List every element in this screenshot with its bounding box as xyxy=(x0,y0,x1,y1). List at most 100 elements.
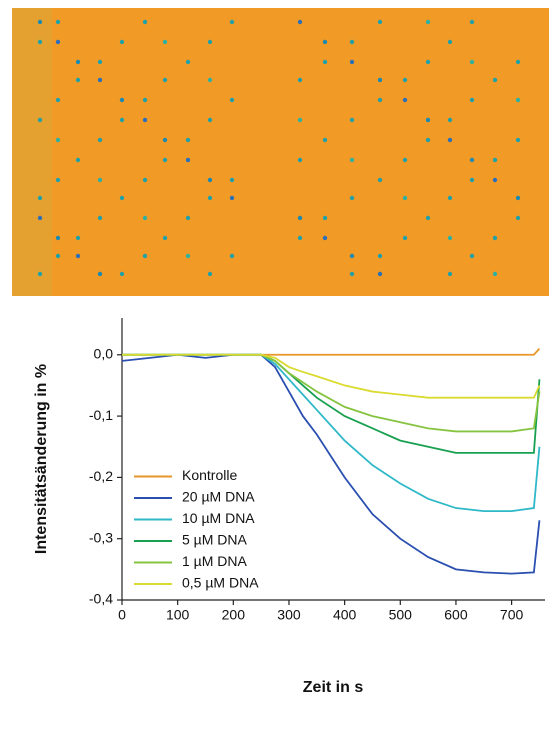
array-spot xyxy=(349,195,355,201)
array-spot xyxy=(142,117,148,123)
array-spot xyxy=(447,235,453,241)
array-spot xyxy=(55,253,61,259)
array-spot xyxy=(377,97,383,103)
array-spot xyxy=(447,39,453,45)
array-spot xyxy=(377,271,383,277)
array-spot xyxy=(207,195,213,201)
array-spot xyxy=(37,117,43,123)
array-spot xyxy=(469,59,475,65)
microarray-image xyxy=(12,8,549,296)
array-spot xyxy=(229,253,235,259)
array-spot xyxy=(185,253,191,259)
array-spot xyxy=(75,77,81,83)
series-line xyxy=(122,353,541,399)
legend-label: 20 µM DNA xyxy=(182,489,255,505)
array-spot xyxy=(349,39,355,45)
array-spot xyxy=(162,235,168,241)
array-background xyxy=(12,8,549,296)
array-spot xyxy=(97,59,103,65)
legend-label: 10 µM DNA xyxy=(182,510,255,526)
array-spot xyxy=(142,19,148,25)
array-spot xyxy=(75,157,81,163)
x-tick-label: 100 xyxy=(166,607,190,623)
array-spot xyxy=(162,157,168,163)
array-spot xyxy=(142,177,148,183)
array-spot xyxy=(425,137,431,143)
array-spot xyxy=(55,235,61,241)
array-spot xyxy=(207,177,213,183)
array-spot xyxy=(37,215,43,221)
y-tick-label: -0,2 xyxy=(89,468,113,484)
array-spot xyxy=(55,39,61,45)
array-spot xyxy=(162,137,168,143)
array-spot xyxy=(297,215,303,221)
array-spot xyxy=(207,39,213,45)
series-line xyxy=(122,348,541,356)
array-spot xyxy=(162,77,168,83)
array-spot xyxy=(402,195,408,201)
array-spot xyxy=(447,271,453,277)
array-spot xyxy=(229,195,235,201)
array-spot xyxy=(349,157,355,163)
array-spot xyxy=(322,235,328,241)
array-spot xyxy=(377,177,383,183)
array-spot xyxy=(297,117,303,123)
array-spot xyxy=(229,97,235,103)
array-spot xyxy=(425,59,431,65)
array-spot xyxy=(377,253,383,259)
array-spot xyxy=(402,235,408,241)
array-spot xyxy=(97,137,103,143)
array-spot xyxy=(447,117,453,123)
array-spot xyxy=(425,117,431,123)
array-spot xyxy=(75,253,81,259)
array-spot xyxy=(37,195,43,201)
array-spot xyxy=(425,19,431,25)
y-tick-label: 0,0 xyxy=(94,345,114,361)
array-spot xyxy=(492,77,498,83)
x-tick-label: 0 xyxy=(118,607,126,623)
array-spot xyxy=(297,235,303,241)
array-spot xyxy=(142,215,148,221)
array-spot xyxy=(515,97,521,103)
array-spot xyxy=(55,97,61,103)
array-spot xyxy=(119,271,125,277)
legend-label: Kontrolle xyxy=(182,467,237,483)
array-spot xyxy=(322,215,328,221)
array-spot xyxy=(55,19,61,25)
y-tick-label: -0,3 xyxy=(89,529,113,545)
array-spot xyxy=(515,59,521,65)
array-spot xyxy=(469,97,475,103)
x-tick-label: 200 xyxy=(222,607,246,623)
array-spot xyxy=(377,77,383,83)
array-spot xyxy=(97,271,103,277)
series-line xyxy=(122,353,541,454)
array-spot xyxy=(162,39,168,45)
array-spot xyxy=(469,157,475,163)
x-tick-label: 400 xyxy=(333,607,357,623)
array-spot xyxy=(515,195,521,201)
array-spot xyxy=(349,271,355,277)
array-spot xyxy=(447,195,453,201)
array-spot xyxy=(322,39,328,45)
array-spot xyxy=(492,271,498,277)
array-spot xyxy=(119,195,125,201)
array-spot xyxy=(207,271,213,277)
array-spot xyxy=(207,117,213,123)
array-spot xyxy=(142,97,148,103)
legend-label: 5 µM DNA xyxy=(182,532,248,548)
array-spot xyxy=(229,19,235,25)
array-spot xyxy=(207,77,213,83)
array-spot xyxy=(185,157,191,163)
array-spot xyxy=(229,177,235,183)
array-spot xyxy=(297,157,303,163)
x-tick-label: 700 xyxy=(500,607,524,623)
array-spot xyxy=(492,177,498,183)
array-spot xyxy=(55,137,61,143)
array-spot xyxy=(349,253,355,259)
array-spot xyxy=(119,117,125,123)
array-spot xyxy=(142,253,148,259)
array-spot xyxy=(322,59,328,65)
array-spot xyxy=(492,157,498,163)
array-spot xyxy=(97,177,103,183)
array-spot xyxy=(297,19,303,25)
